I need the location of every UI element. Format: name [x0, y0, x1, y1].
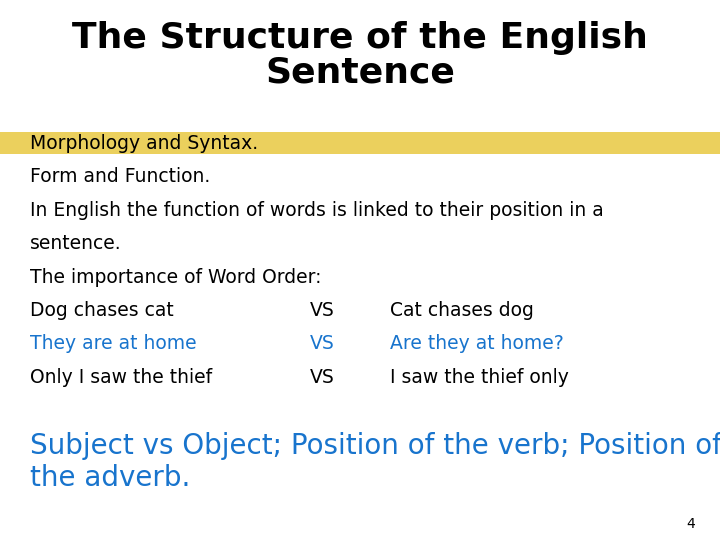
Text: They are at home: They are at home	[30, 334, 197, 354]
Text: Sentence: Sentence	[265, 56, 455, 90]
Text: In English the function of words is linked to their position in a: In English the function of words is link…	[30, 200, 604, 220]
Text: Morphology and Syntax.: Morphology and Syntax.	[30, 133, 258, 153]
Text: Subject vs Object; Position of the verb; Position of: Subject vs Object; Position of the verb;…	[30, 431, 720, 460]
Text: I saw the thief only: I saw the thief only	[390, 368, 569, 387]
Text: 4: 4	[686, 517, 695, 531]
Text: VS: VS	[310, 368, 335, 387]
Text: Form and Function.: Form and Function.	[30, 167, 210, 186]
Text: Only I saw the thief: Only I saw the thief	[30, 368, 212, 387]
Text: Are they at home?: Are they at home?	[390, 334, 564, 354]
Text: Dog chases cat: Dog chases cat	[30, 301, 174, 320]
Text: Cat chases dog: Cat chases dog	[390, 301, 534, 320]
Text: VS: VS	[310, 334, 335, 354]
Text: The Structure of the English: The Structure of the English	[72, 21, 648, 55]
Text: sentence.: sentence.	[30, 234, 122, 253]
Text: VS: VS	[310, 301, 335, 320]
Text: the adverb.: the adverb.	[30, 464, 190, 492]
Text: The importance of Word Order:: The importance of Word Order:	[30, 267, 322, 287]
Bar	[0, 132, 720, 154]
